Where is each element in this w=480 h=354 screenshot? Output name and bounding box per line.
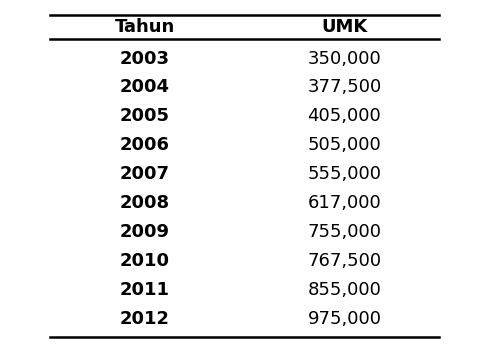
Text: UMK: UMK <box>321 18 368 36</box>
Text: 755,000: 755,000 <box>307 223 382 241</box>
Text: Tahun: Tahun <box>115 18 175 36</box>
Text: 2004: 2004 <box>120 79 170 96</box>
Text: 2005: 2005 <box>120 107 170 125</box>
Text: 2008: 2008 <box>120 194 170 212</box>
Text: 377,500: 377,500 <box>307 79 382 96</box>
Text: 975,000: 975,000 <box>307 310 382 328</box>
Text: 405,000: 405,000 <box>308 107 381 125</box>
Text: 767,500: 767,500 <box>307 252 382 270</box>
Text: 2007: 2007 <box>120 165 170 183</box>
Text: 855,000: 855,000 <box>308 281 381 299</box>
Text: 2003: 2003 <box>120 50 170 68</box>
Text: 2010: 2010 <box>120 252 170 270</box>
Text: 505,000: 505,000 <box>308 136 381 154</box>
Text: 2011: 2011 <box>120 281 170 299</box>
Text: 2009: 2009 <box>120 223 170 241</box>
Text: 2006: 2006 <box>120 136 170 154</box>
Text: 350,000: 350,000 <box>308 50 381 68</box>
Text: 555,000: 555,000 <box>307 165 382 183</box>
Text: 617,000: 617,000 <box>308 194 381 212</box>
Text: 2012: 2012 <box>120 310 170 328</box>
